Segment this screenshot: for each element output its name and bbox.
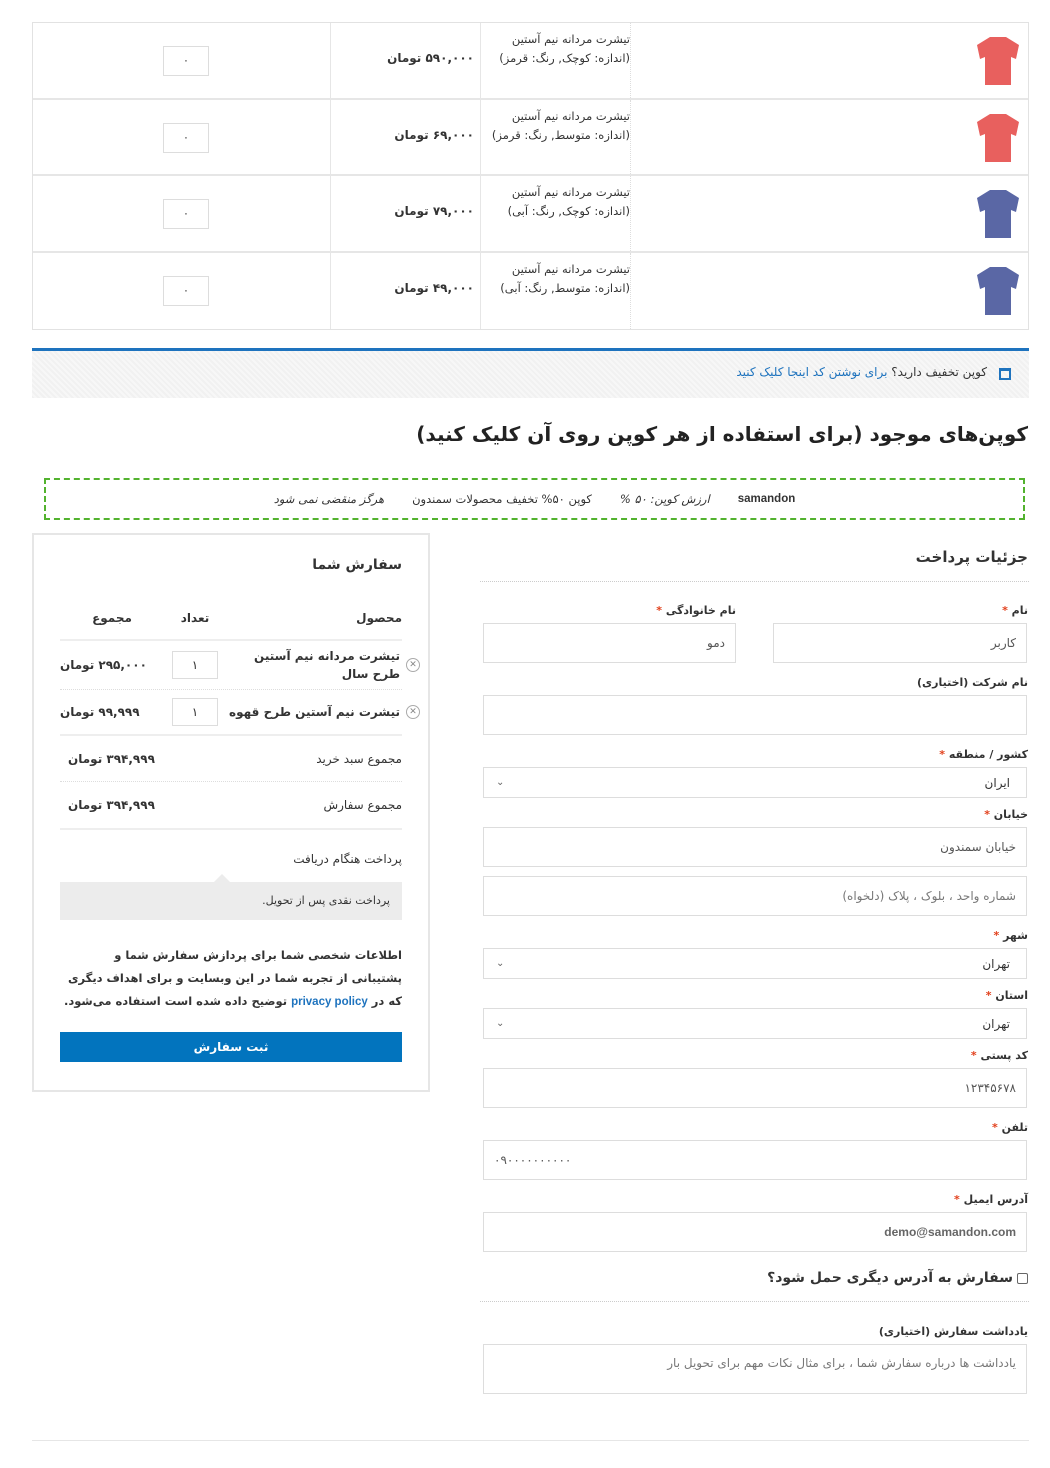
divider xyxy=(480,1301,1029,1302)
order-item: ✕ تیشرت مردانه نیم آستین طرح سال ۱ ۲۹۵,۰… xyxy=(60,641,420,690)
notes-label: یادداشت سفارش (اختیاری) xyxy=(878,1325,1028,1338)
cart-row: تیشرت مردانه نیم آستین (اندازه: متوسط, رن… xyxy=(33,252,1028,329)
order-title: سفارش شما xyxy=(312,557,402,573)
coupon-code: samandon xyxy=(737,493,796,505)
product-variant: (اندازه: کوچک, رنگ: قرمز) xyxy=(499,51,630,65)
quantity-input[interactable]: ۰ xyxy=(163,199,209,229)
last-name-input[interactable]: دمو xyxy=(483,623,736,663)
street2-input[interactable]: شماره واحد ، بلوک ، پلاک (دلخواه) xyxy=(483,876,1027,916)
order-item-name: تیشرت نیم آستین طرح قهوه xyxy=(229,705,400,719)
phone-label: تلفن xyxy=(1001,1121,1028,1134)
ship-different-checkbox[interactable] xyxy=(1017,1272,1028,1284)
product-variant: (اندازه: متوسط, رنگ: قرمز) xyxy=(491,127,630,142)
product-variant: (اندازه: کوچک, رنگ: آبی) xyxy=(507,204,630,218)
order-review: سفارش شما محصول تعداد مجموع ✕ تیشرت مردا… xyxy=(32,533,430,1092)
payment-method-label[interactable]: پرداخت هنگام دریافت xyxy=(293,852,402,866)
divider xyxy=(480,581,1029,582)
street-label: خیابان xyxy=(993,808,1028,821)
coupon-icon xyxy=(999,368,1011,380)
order-item-qty[interactable]: ۱ xyxy=(172,651,218,679)
quantity-input[interactable]: ۰ xyxy=(163,122,209,153)
subtotal-label: مجموع سبد خرید xyxy=(316,751,402,766)
product-price: ۴۹,۰۰۰ تومان xyxy=(330,252,480,329)
product-price: ۶۹,۰۰۰ تومان xyxy=(330,99,480,174)
remove-icon[interactable]: ✕ xyxy=(406,658,420,672)
quantity-input[interactable]: ۰ xyxy=(163,46,209,76)
footer-divider xyxy=(32,1440,1029,1441)
street-input[interactable]: خیابان سمندون xyxy=(483,827,1027,867)
company-label: نام شرکت (اختیاری) xyxy=(917,676,1028,689)
email-label: آدرس ایمیل xyxy=(963,1193,1028,1206)
product-price: ۷۹,۰۰۰ تومان xyxy=(330,176,480,251)
state-label: استان xyxy=(995,989,1028,1002)
payment-description-box: پرداخت نقدی پس از تحویل. xyxy=(60,874,402,920)
header-total: مجموع xyxy=(92,611,132,625)
order-item-total: ۲۹۵,۰۰۰ تومان xyxy=(60,658,147,672)
tshirt-icon xyxy=(977,266,1019,315)
divider xyxy=(32,348,1029,351)
last-name-label: نام خانوادگی xyxy=(665,604,736,617)
coupon-expiry: هرگز منقضی نمی شود xyxy=(273,492,385,506)
country-select[interactable]: ایران ⌄ xyxy=(483,767,1027,798)
phone-input[interactable]: ۰۹۰۰۰۰۰۰۰۰۰۰ xyxy=(483,1140,1027,1180)
payment-description: پرداخت نقدی پس از تحویل. xyxy=(262,894,390,907)
subtotal-value: ۳۹۴,۹۹۹ تومان xyxy=(68,751,155,766)
total-label: مجموع سفارش xyxy=(323,798,402,812)
order-item: ✕ تیشرت نیم آستین طرح قهوه ۱ ۹۹,۹۹۹ توما… xyxy=(60,690,420,736)
tshirt-icon xyxy=(977,37,1019,85)
coupon-card[interactable]: samandon ارزش کوپن: ۵۰ % کوپن ۵۰% تخفیف … xyxy=(44,478,1025,520)
order-item-qty[interactable]: ۱ xyxy=(172,698,218,726)
notes-textarea[interactable]: یادداشت ها درباره سفارش شما ، برای مثال … xyxy=(483,1344,1027,1394)
order-item-name: تیشرت مردانه نیم آستین طرح سال xyxy=(254,649,400,681)
first-name-input[interactable]: کاربر xyxy=(773,623,1027,663)
privacy-policy-link[interactable]: privacy policy xyxy=(291,996,368,1008)
billing-title: جزئیات پرداخت xyxy=(915,548,1028,566)
first-name-label: نام xyxy=(1011,604,1028,617)
state-select[interactable]: تهران ⌄ xyxy=(483,1008,1027,1039)
coupon-text: کوپن تخفیف دارید؟ xyxy=(891,365,987,379)
chevron-down-icon: ⌄ xyxy=(496,958,505,969)
product-name[interactable]: تیشرت مردانه نیم آستین xyxy=(511,108,630,123)
product-name[interactable]: تیشرت مردانه نیم آستین xyxy=(511,185,630,199)
place-order-button[interactable]: ثبت سفارش xyxy=(60,1032,402,1062)
order-item-total: ۹۹,۹۹۹ تومان xyxy=(60,705,140,719)
product-name[interactable]: تیشرت مردانه نیم آستین xyxy=(511,261,630,276)
header-qty: تعداد xyxy=(180,611,210,625)
cart-table: تیشرت مردانه نیم آستین (اندازه: کوچک, رنگ… xyxy=(32,22,1029,330)
chevron-down-icon: ⌄ xyxy=(496,1018,505,1029)
coupons-title: کوپن‌های موجود (برای استفاده از هر کوپن … xyxy=(416,422,1028,446)
postcode-label: کد پستی xyxy=(980,1049,1028,1062)
quantity-input[interactable]: ۰ xyxy=(163,275,209,306)
product-price: ۵۹۰,۰۰۰ تومان xyxy=(330,23,480,98)
postcode-input[interactable]: ۱۲۳۴۵۶۷۸ xyxy=(483,1068,1027,1108)
header-product: محصول xyxy=(356,611,402,625)
privacy-text: اطلاعات شخصی شما برای پردازش سفارش شما و… xyxy=(63,948,402,1008)
coupon-description: کوپن ۵۰% تخفیف محصولات سمندون xyxy=(412,492,592,506)
cart-row: تیشرت مردانه نیم آستین (اندازه: کوچک, رنگ… xyxy=(33,176,1028,253)
tshirt-icon xyxy=(977,190,1019,238)
ship-different-label[interactable]: سفارش به آدرس دیگری حمل شود؟ xyxy=(767,1270,1013,1286)
total-value: ۳۹۴,۹۹۹ تومان xyxy=(68,798,155,812)
city-select[interactable]: تهران ⌄ xyxy=(483,948,1027,979)
product-variant: (اندازه: متوسط, رنگ: آبی) xyxy=(500,280,630,295)
cart-row: تیشرت مردانه نیم آستین (اندازه: متوسط, رن… xyxy=(33,99,1028,176)
caret-up-icon xyxy=(214,874,230,882)
email-input[interactable]: demo@samandon.com xyxy=(483,1212,1027,1252)
coupon-value: ارزش کوپن: ۵۰ % xyxy=(619,492,710,506)
coupon-notice: کوپن تخفیف دارید؟ برای نوشتن کد اینجا کل… xyxy=(32,351,1029,398)
chevron-down-icon: ⌄ xyxy=(496,777,505,788)
company-input[interactable] xyxy=(483,695,1027,735)
product-name[interactable]: تیشرت مردانه نیم آستین xyxy=(511,32,630,46)
tshirt-icon xyxy=(977,113,1019,162)
cart-row: تیشرت مردانه نیم آستین (اندازه: کوچک, رنگ… xyxy=(33,23,1028,100)
remove-icon[interactable]: ✕ xyxy=(406,705,420,719)
country-label: کشور / منطقه xyxy=(948,748,1028,761)
city-label: شهر xyxy=(1003,929,1028,942)
coupon-link[interactable]: برای نوشتن کد اینجا کلیک کنید xyxy=(736,365,888,379)
